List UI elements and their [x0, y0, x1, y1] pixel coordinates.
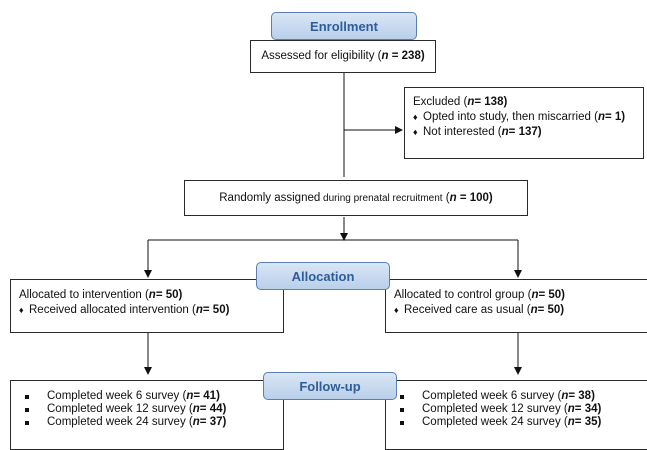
diamond-bullet-icon: ♦: [19, 305, 24, 315]
followup-control-week12: Completed week 12 survey (n = 34): [386, 403, 647, 416]
randomized-box: Randomly assigned during prenatal recrui…: [184, 180, 528, 216]
diamond-bullet-icon: ♦: [413, 112, 418, 122]
square-bullet-icon: [400, 408, 404, 412]
excluded-item-miscarried: ♦ Opted into study, then miscarried (n =…: [413, 111, 626, 123]
excluded-box: Excluded (n = 138) ♦ Opted into study, t…: [404, 87, 644, 159]
intervention-title: Allocated to intervention (n = 50): [19, 289, 183, 301]
randomized-text: Randomly assigned during prenatal recrui…: [219, 191, 493, 204]
diamond-bullet-icon: ♦: [394, 305, 399, 315]
square-bullet-icon: [25, 395, 29, 399]
assessed-box: Assessed for eligibility (n = 238): [250, 40, 436, 73]
followup-control-week6: Completed week 6 survey (n = 38): [386, 390, 647, 403]
excluded-item-not-interested: ♦ Not interested (n = 137): [413, 126, 542, 138]
enrollment-label: Enrollment: [271, 12, 417, 40]
intervention-received: ♦ Received allocated intervention (n = 5…: [19, 304, 230, 316]
intervention-box: Allocated to intervention (n = 50) ♦ Rec…: [10, 279, 284, 333]
excluded-title: Excluded (n = 138): [413, 96, 508, 108]
allocation-label: Allocation: [256, 262, 390, 290]
followup-control-box: Completed week 6 survey (n = 38) Complet…: [385, 380, 647, 450]
square-bullet-icon: [400, 395, 404, 399]
followup-intervention-week24: Completed week 24 survey (n = 37): [11, 416, 283, 429]
diamond-bullet-icon: ♦: [413, 127, 418, 137]
followup-intervention-week6: Completed week 6 survey (n = 41): [11, 390, 283, 403]
assessed-text: Assessed for eligibility (n = 238): [261, 50, 425, 62]
control-box: Allocated to control group (n = 50) ♦ Re…: [385, 279, 647, 333]
control-received: ♦ Received care as usual (n = 50): [394, 304, 565, 316]
followup-label: Follow-up: [263, 372, 397, 400]
square-bullet-icon: [25, 408, 29, 412]
square-bullet-icon: [25, 421, 29, 425]
followup-intervention-week12: Completed week 12 survey (n = 44): [11, 403, 283, 416]
followup-intervention-box: Completed week 6 survey (n = 41) Complet…: [10, 380, 284, 450]
square-bullet-icon: [400, 421, 404, 425]
followup-control-week24: Completed week 24 survey (n = 35): [386, 416, 647, 429]
control-title: Allocated to control group (n = 50): [394, 289, 566, 301]
